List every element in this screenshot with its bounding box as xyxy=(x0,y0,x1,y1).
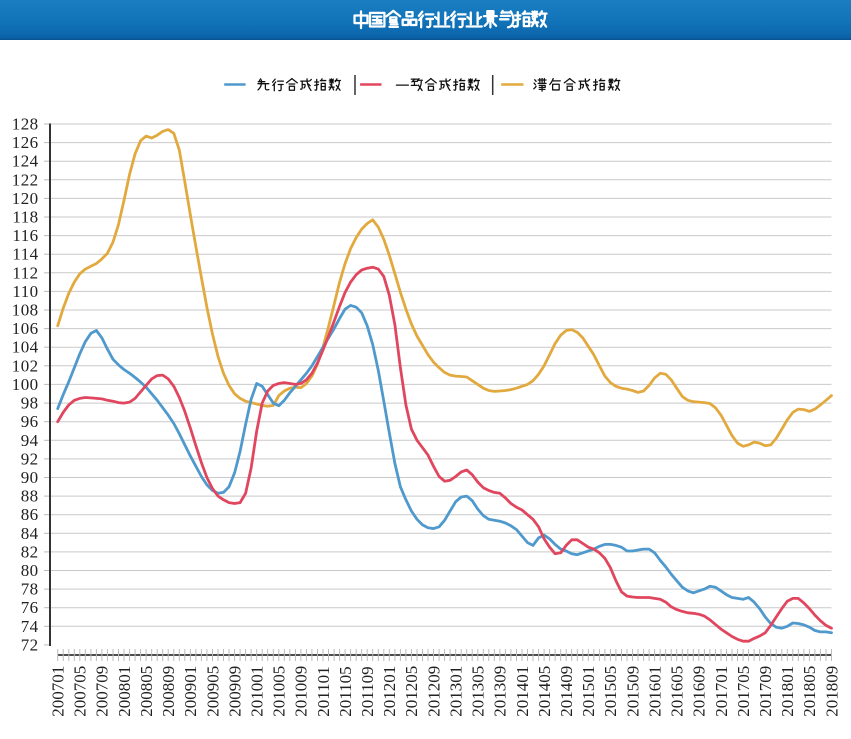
svg-text:201509: 201509 xyxy=(623,666,642,717)
svg-text:201101: 201101 xyxy=(314,666,333,716)
svg-text:201809: 201809 xyxy=(822,666,841,717)
svg-text:200901: 200901 xyxy=(181,666,200,717)
svg-text:72: 72 xyxy=(21,635,39,654)
svg-text:201005: 201005 xyxy=(270,666,289,717)
svg-text:201709: 201709 xyxy=(756,666,775,717)
svg-text:200709: 200709 xyxy=(93,666,112,717)
svg-text:104: 104 xyxy=(12,338,39,357)
svg-text:200805: 200805 xyxy=(137,666,156,717)
svg-text:200809: 200809 xyxy=(159,666,178,717)
svg-text:112: 112 xyxy=(12,263,38,282)
svg-text:116: 116 xyxy=(12,226,38,245)
svg-text:128: 128 xyxy=(12,115,39,134)
svg-text:201209: 201209 xyxy=(424,666,443,717)
svg-text:110: 110 xyxy=(12,282,38,301)
svg-text:201305: 201305 xyxy=(469,666,488,717)
svg-text:76: 76 xyxy=(21,598,39,617)
svg-text:84: 84 xyxy=(21,524,39,543)
svg-text:201009: 201009 xyxy=(292,666,311,717)
svg-text:200705: 200705 xyxy=(71,666,90,717)
svg-text:120: 120 xyxy=(12,189,39,208)
svg-text:201705: 201705 xyxy=(734,666,753,717)
svg-text:201109: 201109 xyxy=(358,666,377,716)
svg-text:201405: 201405 xyxy=(535,666,554,717)
svg-text:80: 80 xyxy=(21,561,39,580)
svg-text:201601: 201601 xyxy=(645,666,664,717)
svg-text:106: 106 xyxy=(12,319,39,338)
svg-text:201701: 201701 xyxy=(712,666,731,717)
svg-text:108: 108 xyxy=(12,301,39,320)
svg-text:201205: 201205 xyxy=(402,666,421,717)
svg-text:100: 100 xyxy=(12,375,39,394)
svg-text:201801: 201801 xyxy=(778,666,797,717)
svg-text:92: 92 xyxy=(21,449,39,468)
svg-text:102: 102 xyxy=(12,356,39,375)
svg-text:122: 122 xyxy=(12,170,39,189)
svg-text:88: 88 xyxy=(21,487,39,506)
svg-text:201301: 201301 xyxy=(447,666,466,717)
svg-text:201309: 201309 xyxy=(491,666,510,717)
svg-text:200905: 200905 xyxy=(203,666,222,717)
svg-text:98: 98 xyxy=(21,394,39,413)
svg-text:201401: 201401 xyxy=(513,666,532,717)
svg-text:114: 114 xyxy=(12,245,38,264)
svg-text:124: 124 xyxy=(12,152,39,171)
svg-text:201505: 201505 xyxy=(601,666,620,717)
svg-text:200801: 200801 xyxy=(115,666,134,717)
svg-text:201409: 201409 xyxy=(557,666,576,717)
svg-text:201201: 201201 xyxy=(380,666,399,717)
svg-text:201501: 201501 xyxy=(579,666,598,717)
svg-text:201605: 201605 xyxy=(668,666,687,717)
svg-text:74: 74 xyxy=(21,617,39,636)
svg-text:201001: 201001 xyxy=(248,666,267,717)
svg-text:96: 96 xyxy=(21,412,39,431)
svg-text:78: 78 xyxy=(21,580,39,599)
svg-text:201105: 201105 xyxy=(336,666,355,716)
svg-text:94: 94 xyxy=(21,431,39,450)
svg-text:118: 118 xyxy=(12,208,38,227)
svg-text:82: 82 xyxy=(21,542,39,561)
svg-text:201609: 201609 xyxy=(690,666,709,717)
svg-text:90: 90 xyxy=(21,468,39,487)
svg-text:200701: 200701 xyxy=(49,666,68,717)
svg-text:200909: 200909 xyxy=(225,666,244,717)
svg-text:86: 86 xyxy=(21,505,39,524)
svg-text:201805: 201805 xyxy=(800,666,819,717)
svg-text:126: 126 xyxy=(12,133,39,152)
